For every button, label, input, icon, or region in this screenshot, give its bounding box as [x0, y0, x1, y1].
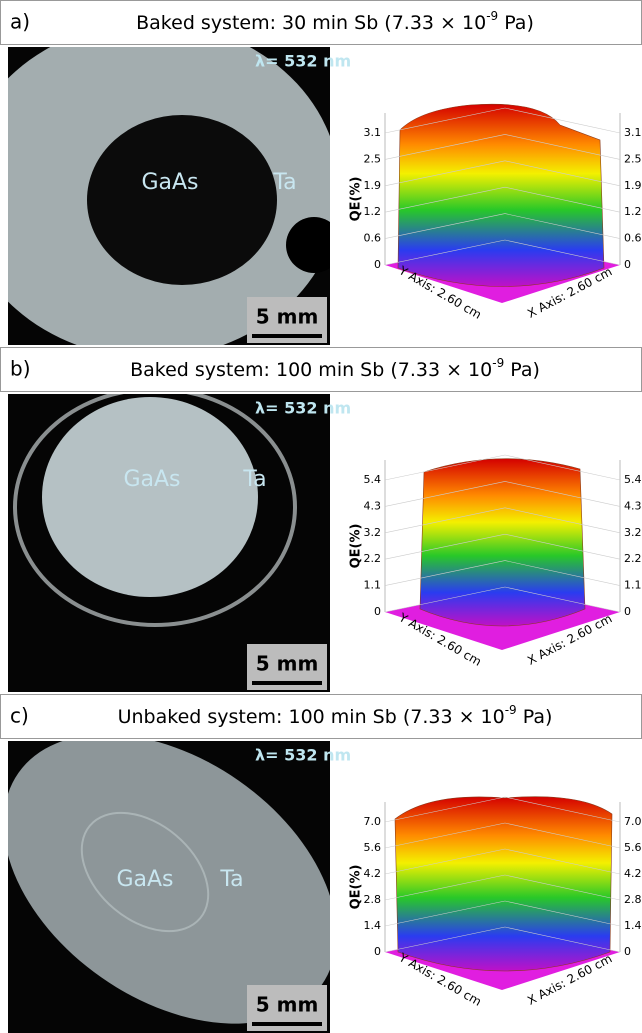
gaas-label: GaAs — [116, 867, 173, 892]
gaas-label: GaAs — [123, 467, 180, 492]
scale-label: 5 mm — [256, 305, 319, 329]
panel-title: Baked system: 100 min Sb (7.33 × 10-9 Pa… — [130, 356, 540, 381]
gaas-label: GaAs — [141, 170, 198, 195]
title-end: Pa) — [498, 12, 534, 34]
panel-label: b) — [10, 357, 31, 381]
y-tick-label: 2.8 — [364, 893, 382, 906]
y-tick-label: 5.4 — [364, 473, 382, 486]
wavelength: λ= 532 nm — [255, 746, 351, 765]
y-axis-title: QE(%) — [349, 177, 364, 222]
qe-surface — [398, 104, 604, 286]
y-tick-label: 5.6 — [624, 841, 642, 854]
scale-label: 5 mm — [256, 993, 319, 1017]
y-tick-label: 2.2 — [364, 552, 382, 565]
y-axis-title: QE(%) — [349, 524, 364, 569]
panel: c) Unbaked system: 100 min Sb (7.33 × 10-… — [0, 675, 642, 1033]
title-text: Unbaked system: 100 min Sb (7.33 × 10 — [118, 706, 505, 728]
y-tick-label: 4.2 — [624, 867, 642, 880]
y-tick-label: 5.4 — [624, 473, 642, 486]
qe-surface — [395, 797, 612, 971]
ta-label: Ta — [219, 867, 243, 892]
hole — [286, 217, 342, 273]
y-axis-title: QE(%) — [349, 865, 364, 910]
ta-label: Ta — [242, 467, 266, 492]
wavelength: λ= 532 nm — [255, 52, 351, 71]
y-tick-label: 2.5 — [624, 152, 642, 165]
y-tick-label: 7.0 — [624, 815, 642, 828]
y-tick-label: 4.2 — [364, 867, 382, 880]
panel-label: a) — [10, 10, 30, 34]
y-tick-label: 1.4 — [364, 919, 382, 932]
panel-title: Baked system: 30 min Sb (7.33 × 10-9 Pa) — [136, 9, 534, 34]
y-tick-label: 1.9 — [624, 179, 642, 192]
gaas — [87, 115, 277, 285]
y-tick-label: 2.2 — [624, 552, 642, 565]
y-tick-label: 3.2 — [624, 526, 642, 539]
ta-label: Ta — [272, 170, 296, 195]
y-tick-label: 0 — [624, 258, 631, 271]
y-tick-label: 3.1 — [624, 126, 642, 139]
qe-surface — [420, 459, 585, 626]
y-tick-label: 0.6 — [364, 232, 382, 245]
title-end: Pa) — [517, 706, 553, 728]
y-tick-label: 0 — [374, 258, 381, 271]
y-tick-label: 1.2 — [624, 205, 642, 218]
y-tick-label: 1.1 — [364, 579, 382, 592]
wavelength: λ= 532 nm — [255, 399, 351, 418]
gaas — [42, 397, 258, 597]
y-tick-label: 4.3 — [624, 499, 642, 512]
y-tick-label: 1.2 — [364, 205, 382, 218]
panel: a) Baked system: 30 min Sb (7.33 × 10-9 P… — [0, 1, 642, 359]
y-tick-label: 0 — [374, 605, 381, 618]
y-tick-label: 0.6 — [624, 232, 642, 245]
y-tick-label: 2.8 — [624, 893, 642, 906]
y-tick-label: 7.0 — [364, 815, 382, 828]
panel-label: c) — [10, 704, 29, 728]
y-tick-label: 1.4 — [624, 919, 642, 932]
y-tick-label: 3.2 — [364, 526, 382, 539]
y-tick-label: 0 — [374, 945, 381, 958]
title-exponent: -9 — [486, 9, 498, 23]
figure: a)Baked system: 30 min Sb (7.33 × 10-9 P… — [0, 0, 642, 1033]
title-exponent: -9 — [492, 356, 504, 370]
y-tick-label: 0 — [624, 945, 631, 958]
panel: b) Baked system: 100 min Sb (7.33 × 10-9 … — [1, 348, 642, 693]
y-tick-label: 1.9 — [364, 179, 382, 192]
y-tick-label: 1.1 — [624, 579, 642, 592]
y-tick-label: 4.3 — [364, 499, 382, 512]
y-tick-label: 0 — [624, 605, 631, 618]
title-exponent: -9 — [505, 703, 517, 717]
y-tick-label: 5.6 — [364, 841, 382, 854]
y-tick-label: 3.1 — [364, 126, 382, 139]
title-end: Pa) — [504, 359, 540, 381]
scale-label: 5 mm — [256, 652, 319, 676]
title-text: Baked system: 30 min Sb (7.33 × 10 — [136, 12, 486, 34]
y-tick-label: 2.5 — [364, 152, 382, 165]
title-text: Baked system: 100 min Sb (7.33 × 10 — [130, 359, 492, 381]
panel-title: Unbaked system: 100 min Sb (7.33 × 10-9 … — [118, 703, 553, 728]
